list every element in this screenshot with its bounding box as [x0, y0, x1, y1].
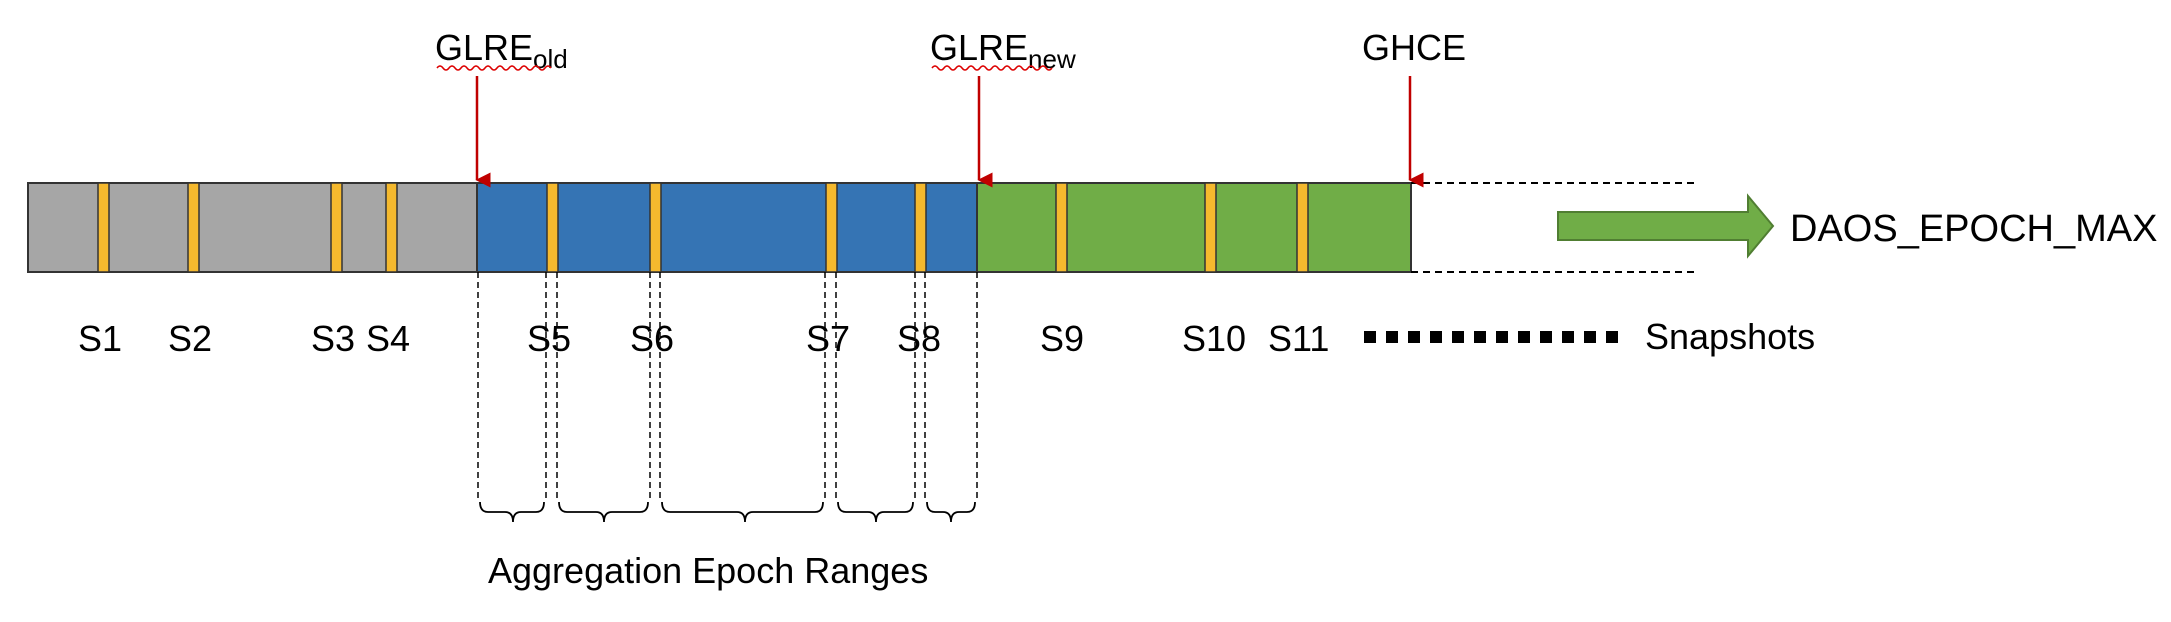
aggregation-range-brace: [558, 501, 649, 523]
recent-segment: [976, 182, 1412, 273]
glre-old-label: GLREold: [435, 27, 568, 74]
snapshot-tick: [187, 182, 200, 273]
snapshot-tick: [385, 182, 398, 273]
epoch-max-label: DAOS_EPOCH_MAX: [1790, 208, 2157, 250]
aggregation-guides: [477, 272, 978, 498]
aggregation-range-brace: [661, 501, 824, 523]
snapshot-tick: [1055, 182, 1068, 273]
snapshot-tick: [97, 182, 110, 273]
aggregated-segment: [27, 182, 478, 273]
pending-segment: [476, 182, 978, 273]
aggregation-label: Aggregation Epoch Ranges: [488, 550, 928, 591]
snapshot-tick: [1296, 182, 1309, 273]
snapshot-tick: [825, 182, 838, 273]
snapshot-label: S4: [366, 318, 410, 359]
snapshot-label: S2: [168, 318, 212, 359]
snapshot-label: S9: [1040, 318, 1084, 359]
snapshot-label: S8: [897, 318, 941, 359]
snapshot-ticks: [97, 182, 1309, 273]
snapshot-labels: S1 S2 S3 S4 S5 S6 S7 S8 S9 S10 S11: [78, 318, 1329, 359]
snapshot-label: S10: [1182, 318, 1246, 359]
aggregation-range-brace: [479, 501, 545, 523]
snapshot-tick: [914, 182, 927, 273]
snapshot-label: S3: [311, 318, 355, 359]
snapshots-legend-label: Snapshots: [1645, 316, 1815, 357]
snapshot-label: S1: [78, 318, 122, 359]
marker-arrows: [475, 76, 1424, 188]
glre-new-label: GLREnew: [930, 27, 1076, 74]
epoch-max-arrow: [1557, 193, 1775, 259]
snapshot-tick: [1204, 182, 1217, 273]
aggregation-range-brace: [926, 501, 976, 523]
ghce-label: GHCE: [1362, 27, 1466, 68]
snapshot-tick: [546, 182, 559, 273]
snapshot-label: S11: [1268, 318, 1329, 359]
spellcheck-underlines: [436, 65, 1053, 71]
snapshot-tick: [649, 182, 662, 273]
snapshots-legend-dots: [1364, 331, 1618, 343]
snapshot-label: S7: [806, 318, 850, 359]
snapshot-label: S5: [527, 318, 571, 359]
snapshot-tick: [330, 182, 343, 273]
snapshot-label: S6: [630, 318, 674, 359]
aggregation-braces: [479, 501, 976, 523]
aggregation-range-brace: [837, 501, 914, 523]
epoch-bar: [27, 182, 1412, 273]
